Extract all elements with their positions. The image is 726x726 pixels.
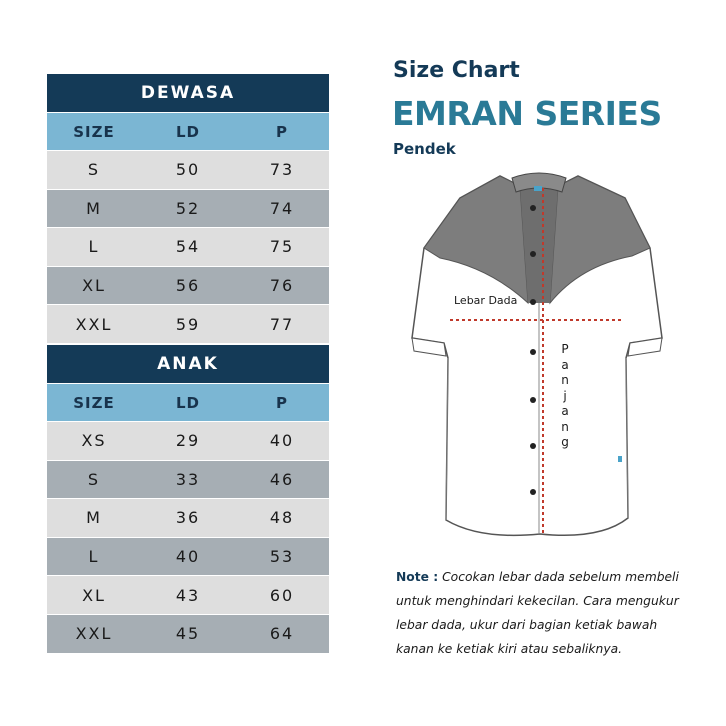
table-row: XS 29 40 xyxy=(47,421,329,460)
table-row: L 40 53 xyxy=(47,536,329,576)
size-cell: XXL xyxy=(75,624,113,644)
length-label-letter: j xyxy=(563,388,567,403)
button xyxy=(530,489,536,495)
series-title: EMRAN SERIES xyxy=(392,94,662,133)
p-cell: 53 xyxy=(269,547,295,567)
column-header-p: P xyxy=(276,393,288,412)
size-cell: XL xyxy=(82,276,106,296)
table-row: S 50 73 xyxy=(47,150,329,189)
chest-label: Lebar Dada xyxy=(454,294,518,307)
size-cell: S xyxy=(87,469,101,489)
p-cell: 60 xyxy=(269,585,295,605)
column-header-p: P xyxy=(276,122,288,141)
p-cell: 46 xyxy=(269,469,295,489)
ld-cell: 40 xyxy=(175,547,201,567)
note-text: Cocokan lebar dada sebelum membeli untuk… xyxy=(396,570,679,656)
table-row: M 36 48 xyxy=(47,498,329,537)
note-block: Note : Cocokan lebar dada sebelum membel… xyxy=(396,565,696,661)
ld-cell: 43 xyxy=(175,585,201,605)
adult-table-header-row: SIZE LD P xyxy=(47,112,329,150)
length-label-letter: n xyxy=(561,373,569,387)
button xyxy=(530,299,536,305)
adult-size-table: DEWASA SIZE LD P S 50 73 M 52 74 L 54 75 XL 56 76 XX… xyxy=(47,74,329,343)
size-cell: L xyxy=(88,547,100,567)
child-table-body: XS 29 40 S 33 46 M 36 48 L 40 53 XL 43 60 XXL 45 64 xyxy=(47,421,329,653)
size-cell: XS xyxy=(81,431,107,451)
size-chart-title: Size Chart xyxy=(393,58,520,83)
column-header-ld: LD xyxy=(175,393,200,412)
length-label-letter: P xyxy=(561,342,569,356)
child-table-header-row: SIZE LD P xyxy=(47,383,329,421)
button xyxy=(530,443,536,449)
adult-table-title: DEWASA xyxy=(47,74,329,112)
size-cell: M xyxy=(86,198,102,218)
column-header-ld: LD xyxy=(175,122,200,141)
p-cell: 40 xyxy=(269,431,295,451)
column-header-size: SIZE xyxy=(73,393,115,412)
ld-cell: 54 xyxy=(175,237,201,257)
p-cell: 64 xyxy=(269,624,295,644)
table-row: M 52 74 xyxy=(47,188,329,228)
ld-cell: 36 xyxy=(175,508,201,528)
column-header-size: SIZE xyxy=(73,122,115,141)
child-table-title: ANAK xyxy=(47,345,329,383)
sleeve-right-cuff xyxy=(627,337,663,357)
child-size-table: ANAK SIZE LD P XS 29 40 S 33 46 M 36 48 L 40 53 XL 43… xyxy=(47,345,329,653)
table-row: XXL 59 77 xyxy=(47,304,329,343)
length-label-letter: a xyxy=(561,404,569,418)
size-cell: L xyxy=(88,237,100,257)
ld-cell: 50 xyxy=(175,160,201,180)
length-label-letter: g xyxy=(561,435,569,449)
adult-table-body: S 50 73 M 52 74 L 54 75 XL 56 76 XXL 59 77 xyxy=(47,150,329,343)
shirt-collar xyxy=(511,172,567,193)
sleeve-left-cuff xyxy=(411,337,447,357)
size-cell: M xyxy=(86,508,102,528)
p-cell: 77 xyxy=(269,314,295,334)
series-subtitle: Pendek xyxy=(393,140,456,158)
button xyxy=(530,397,536,403)
size-cell: XXL xyxy=(75,314,113,334)
ld-cell: 33 xyxy=(175,469,201,489)
p-cell: 76 xyxy=(269,276,295,296)
p-cell: 73 xyxy=(269,160,295,180)
ld-cell: 59 xyxy=(175,314,201,334)
size-cell: S xyxy=(87,160,101,180)
ld-cell: 52 xyxy=(175,198,201,218)
table-row: L 54 75 xyxy=(47,227,329,266)
p-cell: 75 xyxy=(269,237,295,257)
p-cell: 74 xyxy=(269,198,295,218)
button xyxy=(530,251,536,257)
ld-cell: 45 xyxy=(175,624,201,644)
note-label: Note : xyxy=(396,570,439,584)
table-row: S 33 46 xyxy=(47,459,329,499)
ld-cell: 29 xyxy=(175,431,201,451)
shirt-placket xyxy=(520,186,558,303)
short-sleeve-shirt-icon xyxy=(411,172,663,537)
button xyxy=(530,205,536,211)
ld-cell: 56 xyxy=(175,276,201,296)
button xyxy=(530,349,536,355)
p-cell: 48 xyxy=(269,508,295,528)
size-cell: XL xyxy=(82,585,106,605)
length-label-letter: a xyxy=(561,357,569,372)
length-label-letter: n xyxy=(561,419,569,434)
table-row: XL 56 76 xyxy=(47,265,329,305)
table-row: XL 43 60 xyxy=(47,575,329,614)
table-row: XXL 45 64 xyxy=(47,613,329,653)
shirt-yoke-right xyxy=(549,175,651,305)
